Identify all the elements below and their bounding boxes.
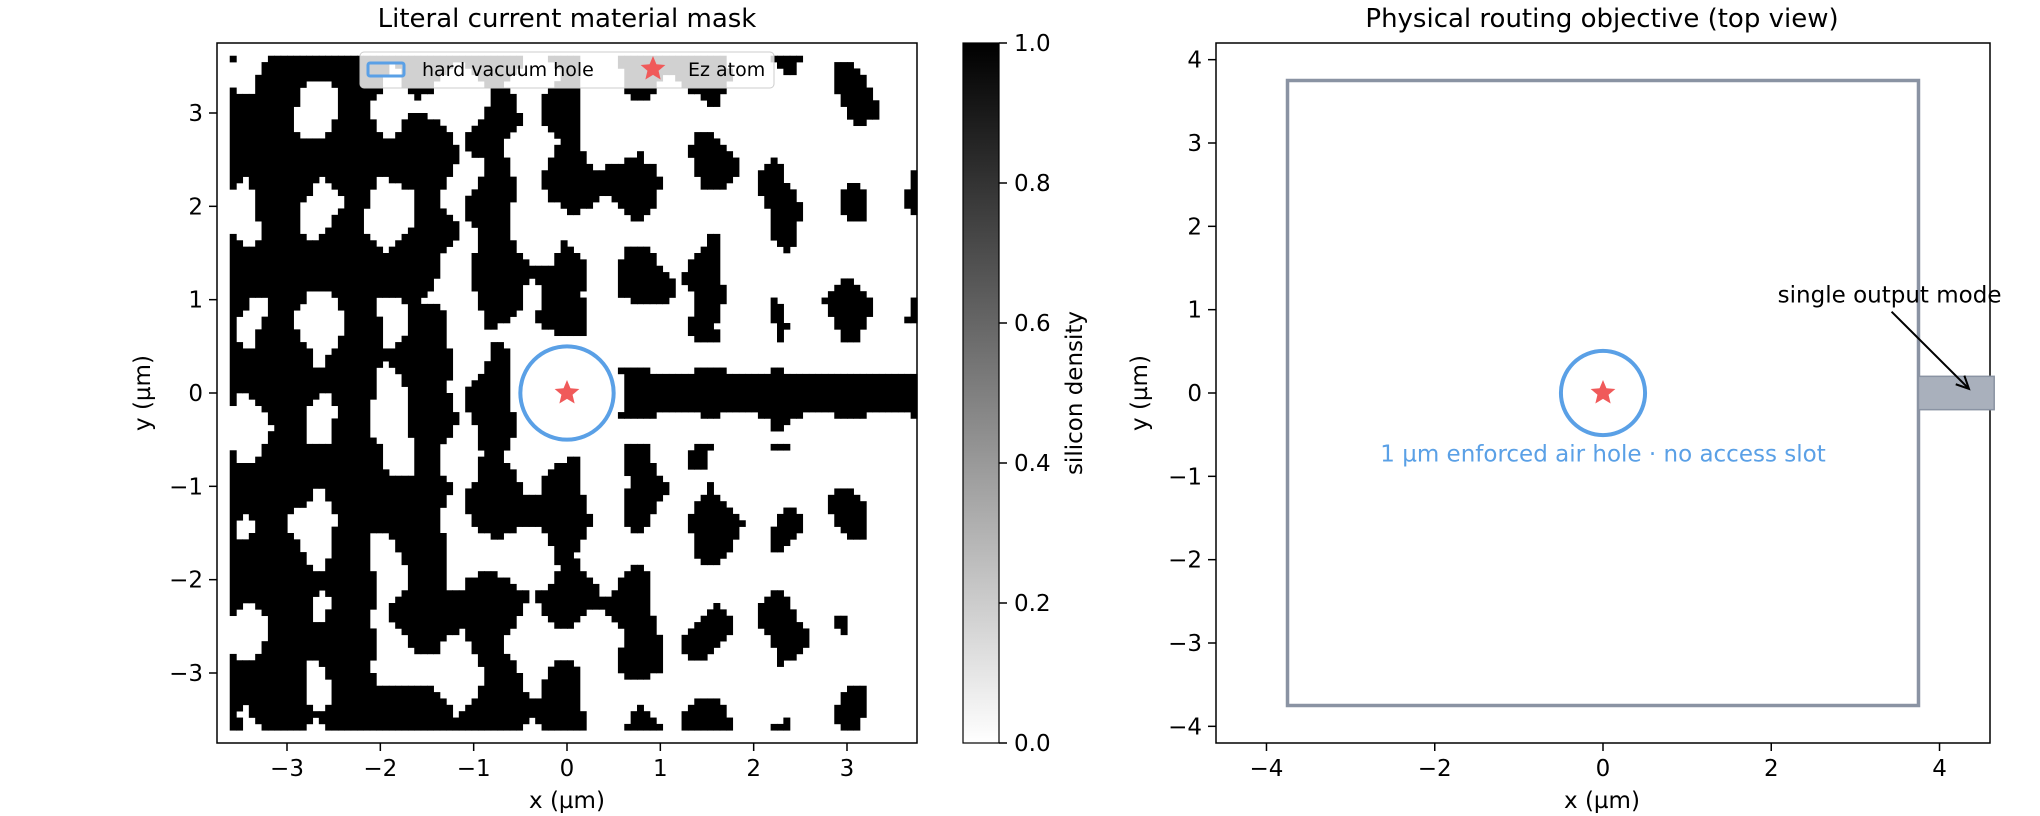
y-tick-label: −1 <box>169 474 203 500</box>
colorbar-tick-label: 0.6 <box>1014 311 1051 337</box>
source-star <box>1590 380 1616 404</box>
colorbar-tick-label: 0.0 <box>1014 731 1051 757</box>
x-tick-label: 0 <box>560 756 575 782</box>
mask-legend: hard vacuum hole Ez atom <box>359 51 775 89</box>
y-tick-label: 2 <box>1187 214 1202 240</box>
material-mask <box>229 55 918 731</box>
x-tick-label: −2 <box>1418 756 1452 782</box>
mask-y-label: y (µm) <box>130 355 156 431</box>
mask-panel: Literal current material mask −3 −2 −1 0 1 2 3… <box>130 4 918 814</box>
y-tick-label: −1 <box>1168 464 1202 490</box>
y-tick-label: 3 <box>188 101 203 127</box>
x-tick-label: −1 <box>457 756 491 782</box>
colorbar-tick-label: 0.8 <box>1014 171 1051 197</box>
y-tick-label: 2 <box>188 194 203 220</box>
colorbar-tick-label: 0.2 <box>1014 591 1051 617</box>
x-tick-label: −3 <box>270 756 304 782</box>
x-tick-label: 2 <box>1764 756 1779 782</box>
mask-x-ticks: −3 −2 −1 0 1 2 3 <box>270 743 854 782</box>
y-tick-label: 1 <box>1187 298 1202 324</box>
legend-box <box>359 51 775 89</box>
x-tick-label: 4 <box>1932 756 1947 782</box>
legend-label-hole: hard vacuum hole <box>422 59 594 81</box>
routing-title: Physical routing objective (top view) <box>1365 4 1838 34</box>
output-waveguide <box>1917 375 1995 411</box>
colorbar-gradient <box>962 42 1000 744</box>
y-tick-label: 1 <box>188 288 203 314</box>
routing-y-ticks: −4 −3 −2 −1 0 1 2 3 4 <box>1168 48 1216 740</box>
routing-y-label: y (µm) <box>1127 355 1153 431</box>
x-tick-label: 1 <box>653 756 668 782</box>
air-hole-circle <box>1558 348 1648 438</box>
output-arrow-line <box>1890 310 1970 390</box>
output-arrow-head <box>1955 375 1971 391</box>
y-tick-label: −3 <box>1168 631 1202 657</box>
y-tick-label: 0 <box>1187 381 1202 407</box>
ez-atom-star <box>554 380 580 404</box>
mask-title: Literal current material mask <box>378 4 757 34</box>
legend-hole-swatch <box>366 61 406 78</box>
colorbar-label: silicon density <box>1062 311 1088 475</box>
air-hole-annotation: 1 µm enforced air hole · no access slot <box>1380 442 1825 468</box>
colorbar-ticks: 0.0 0.2 0.4 0.6 0.8 1.0 <box>999 31 1051 757</box>
colorbar-tick-label: 1.0 <box>1014 31 1051 57</box>
output-mode-annotation: single output mode <box>1778 283 2002 309</box>
legend-label-atom: Ez atom <box>688 59 765 81</box>
y-tick-label: −4 <box>1168 714 1202 740</box>
x-tick-label: 3 <box>840 756 855 782</box>
y-tick-label: −3 <box>169 661 203 687</box>
routing-x-ticks: −4 −2 0 2 4 <box>1250 743 1947 782</box>
y-tick-label: 4 <box>1187 48 1202 74</box>
x-tick-label: −2 <box>363 756 397 782</box>
colorbar-tick-label: 0.4 <box>1014 451 1051 477</box>
routing-panel: Physical routing objective (top view) si… <box>1127 4 2001 814</box>
routing-x-label: x (µm) <box>1564 788 1640 814</box>
mask-y-ticks: −3 −2 −1 0 1 2 3 <box>169 101 217 687</box>
y-tick-label: −2 <box>1168 548 1202 574</box>
x-tick-label: 0 <box>1596 756 1611 782</box>
y-tick-label: −2 <box>169 568 203 594</box>
y-tick-label: 3 <box>1187 131 1202 157</box>
vacuum-hole-circle <box>518 344 616 442</box>
y-tick-label: 0 <box>188 381 203 407</box>
x-tick-label: 2 <box>746 756 761 782</box>
x-tick-label: −4 <box>1250 756 1284 782</box>
legend-star-icon <box>640 56 666 80</box>
colorbar: 0.0 0.2 0.4 0.6 0.8 1.0 silicon density <box>962 31 1088 757</box>
mask-x-label: x (µm) <box>529 788 605 814</box>
